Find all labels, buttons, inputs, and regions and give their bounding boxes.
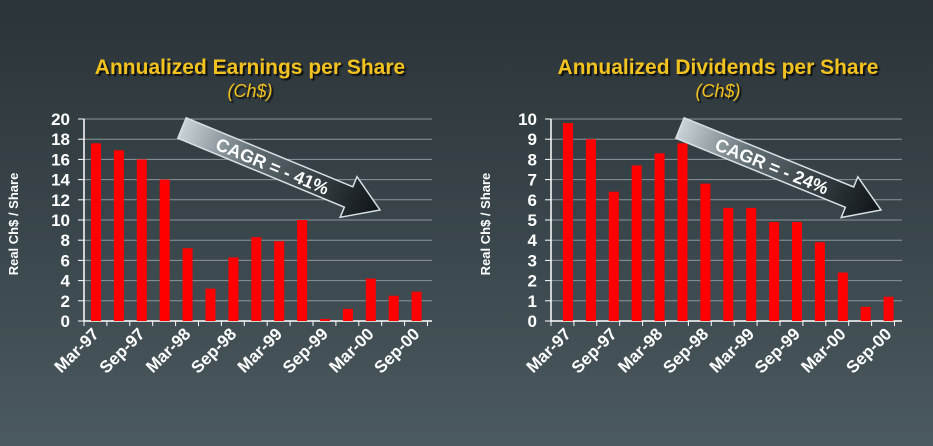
dividends-bar: [723, 207, 734, 321]
earnings-x-tick-label: Sep-97: [96, 324, 149, 377]
dividends-y-tick-label: 4: [528, 231, 538, 250]
earnings-bar: [297, 220, 308, 321]
earnings-y-axis-label: Real Ch$ / Share: [6, 173, 21, 276]
earnings-x-tick-label: Mar-97: [51, 324, 103, 376]
earnings-bar: [91, 143, 101, 321]
dividends-bar: [883, 296, 894, 321]
earnings-y-tick-label: 4: [61, 272, 71, 291]
earnings-y-tick-label: 0: [61, 312, 70, 331]
dividends-y-tick-label: 5: [528, 211, 537, 230]
earnings-bar: [159, 179, 170, 321]
earnings-x-tick-label: Sep-00: [371, 324, 424, 377]
dividends-bar: [860, 306, 871, 321]
dividends-y-tick-label: 10: [518, 110, 537, 129]
dividends-bar: [563, 123, 573, 321]
dividends-chart-title-block: Annualized Dividends per Share (Ch$): [508, 55, 928, 101]
dividends-x-tick-label: Mar-99: [706, 324, 758, 376]
earnings-bar: [205, 288, 216, 321]
earnings-x-tick-label: Mar-98: [142, 324, 194, 376]
dividends-cagr-arrow-shape: [674, 116, 883, 219]
dividends-chart-title: Annualized Dividends per Share: [557, 56, 879, 79]
dividends-x-tick-label: Sep-98: [659, 324, 712, 377]
earnings-y-tick-label: 2: [61, 292, 70, 311]
dividends-x-tick-label: Sep-97: [568, 324, 621, 377]
earnings-cagr-label: CAGR = - 41%: [213, 134, 332, 199]
earnings-y-tick-label: 10: [51, 211, 70, 230]
earnings-bar: [228, 257, 239, 321]
earnings-bar: [365, 278, 376, 321]
dividends-bar: [769, 222, 780, 321]
dividends-y-tick-label: 3: [528, 251, 537, 270]
dividends-y-tick-label: 6: [528, 191, 537, 210]
dividends-x-tick-label: Mar-97: [523, 324, 575, 376]
earnings-cagr-arrow-shape: [176, 116, 382, 219]
earnings-y-tick-label: 16: [51, 150, 70, 169]
earnings-x-tick-label: Mar-99: [234, 324, 286, 376]
dividends-bar: [700, 183, 711, 321]
earnings-bar: [411, 291, 422, 321]
earnings-bar: [388, 295, 399, 321]
dividends-y-tick-label: 7: [528, 171, 537, 190]
dividends-x-tick-label: Sep-99: [751, 324, 804, 377]
earnings-bar: [274, 241, 285, 321]
dividends-bar: [677, 143, 688, 321]
earnings-y-tick-label: 12: [51, 191, 70, 210]
dividends-bar: [631, 165, 642, 321]
dividends-x-tick-label: Mar-98: [614, 324, 666, 376]
dividends-y-tick-label: 2: [528, 272, 537, 291]
dividends-chart-subtitle: (Ch$): [695, 81, 741, 101]
earnings-y-tick-label: 14: [51, 171, 70, 190]
earnings-x-tick-label: Sep-98: [187, 324, 240, 377]
earnings-chart-title-block: Annualized Earnings per Share (Ch$): [40, 55, 460, 101]
dividends-y-tick-label: 9: [528, 130, 537, 149]
dividends-y-axis-label: Real Ch$ / Share: [478, 173, 493, 276]
dividends-x-tick-label: Sep-00: [843, 324, 896, 377]
dividends-bar: [792, 222, 802, 321]
earnings-bar: [113, 150, 124, 321]
earnings-y-tick-label: 20: [51, 110, 70, 129]
earnings-y-tick-label: 6: [61, 251, 70, 270]
earnings-x-tick-label: Mar-00: [325, 324, 377, 376]
dividends-bar: [585, 139, 596, 321]
dividends-bar: [654, 153, 665, 321]
dividends-cagr-label: CAGR = - 24%: [712, 134, 831, 198]
dividends-bar: [814, 242, 825, 321]
earnings-y-tick-label: 18: [51, 130, 70, 149]
earnings-bar: [342, 308, 353, 321]
earnings-bar: [251, 237, 262, 321]
dividends-bar: [608, 191, 619, 321]
dividends-bar: [746, 207, 757, 321]
dividends-y-tick-label: 0: [528, 312, 537, 331]
earnings-bar: [182, 248, 193, 321]
dividends-bar: [837, 272, 848, 321]
earnings-cagr-arrow: CAGR = - 41%: [176, 116, 382, 219]
dividends-y-tick-label: 8: [528, 150, 537, 169]
earnings-x-tick-label: Sep-99: [279, 324, 332, 377]
earnings-bar: [320, 318, 330, 321]
dividends-y-tick-label: 1: [528, 292, 537, 311]
earnings-chart-subtitle: (Ch$): [227, 81, 273, 101]
earnings-bar: [136, 159, 147, 321]
earnings-chart-title: Annualized Earnings per Share: [94, 56, 406, 79]
dividends-x-tick-label: Mar-00: [797, 324, 849, 376]
earnings-y-tick-label: 8: [61, 231, 70, 250]
